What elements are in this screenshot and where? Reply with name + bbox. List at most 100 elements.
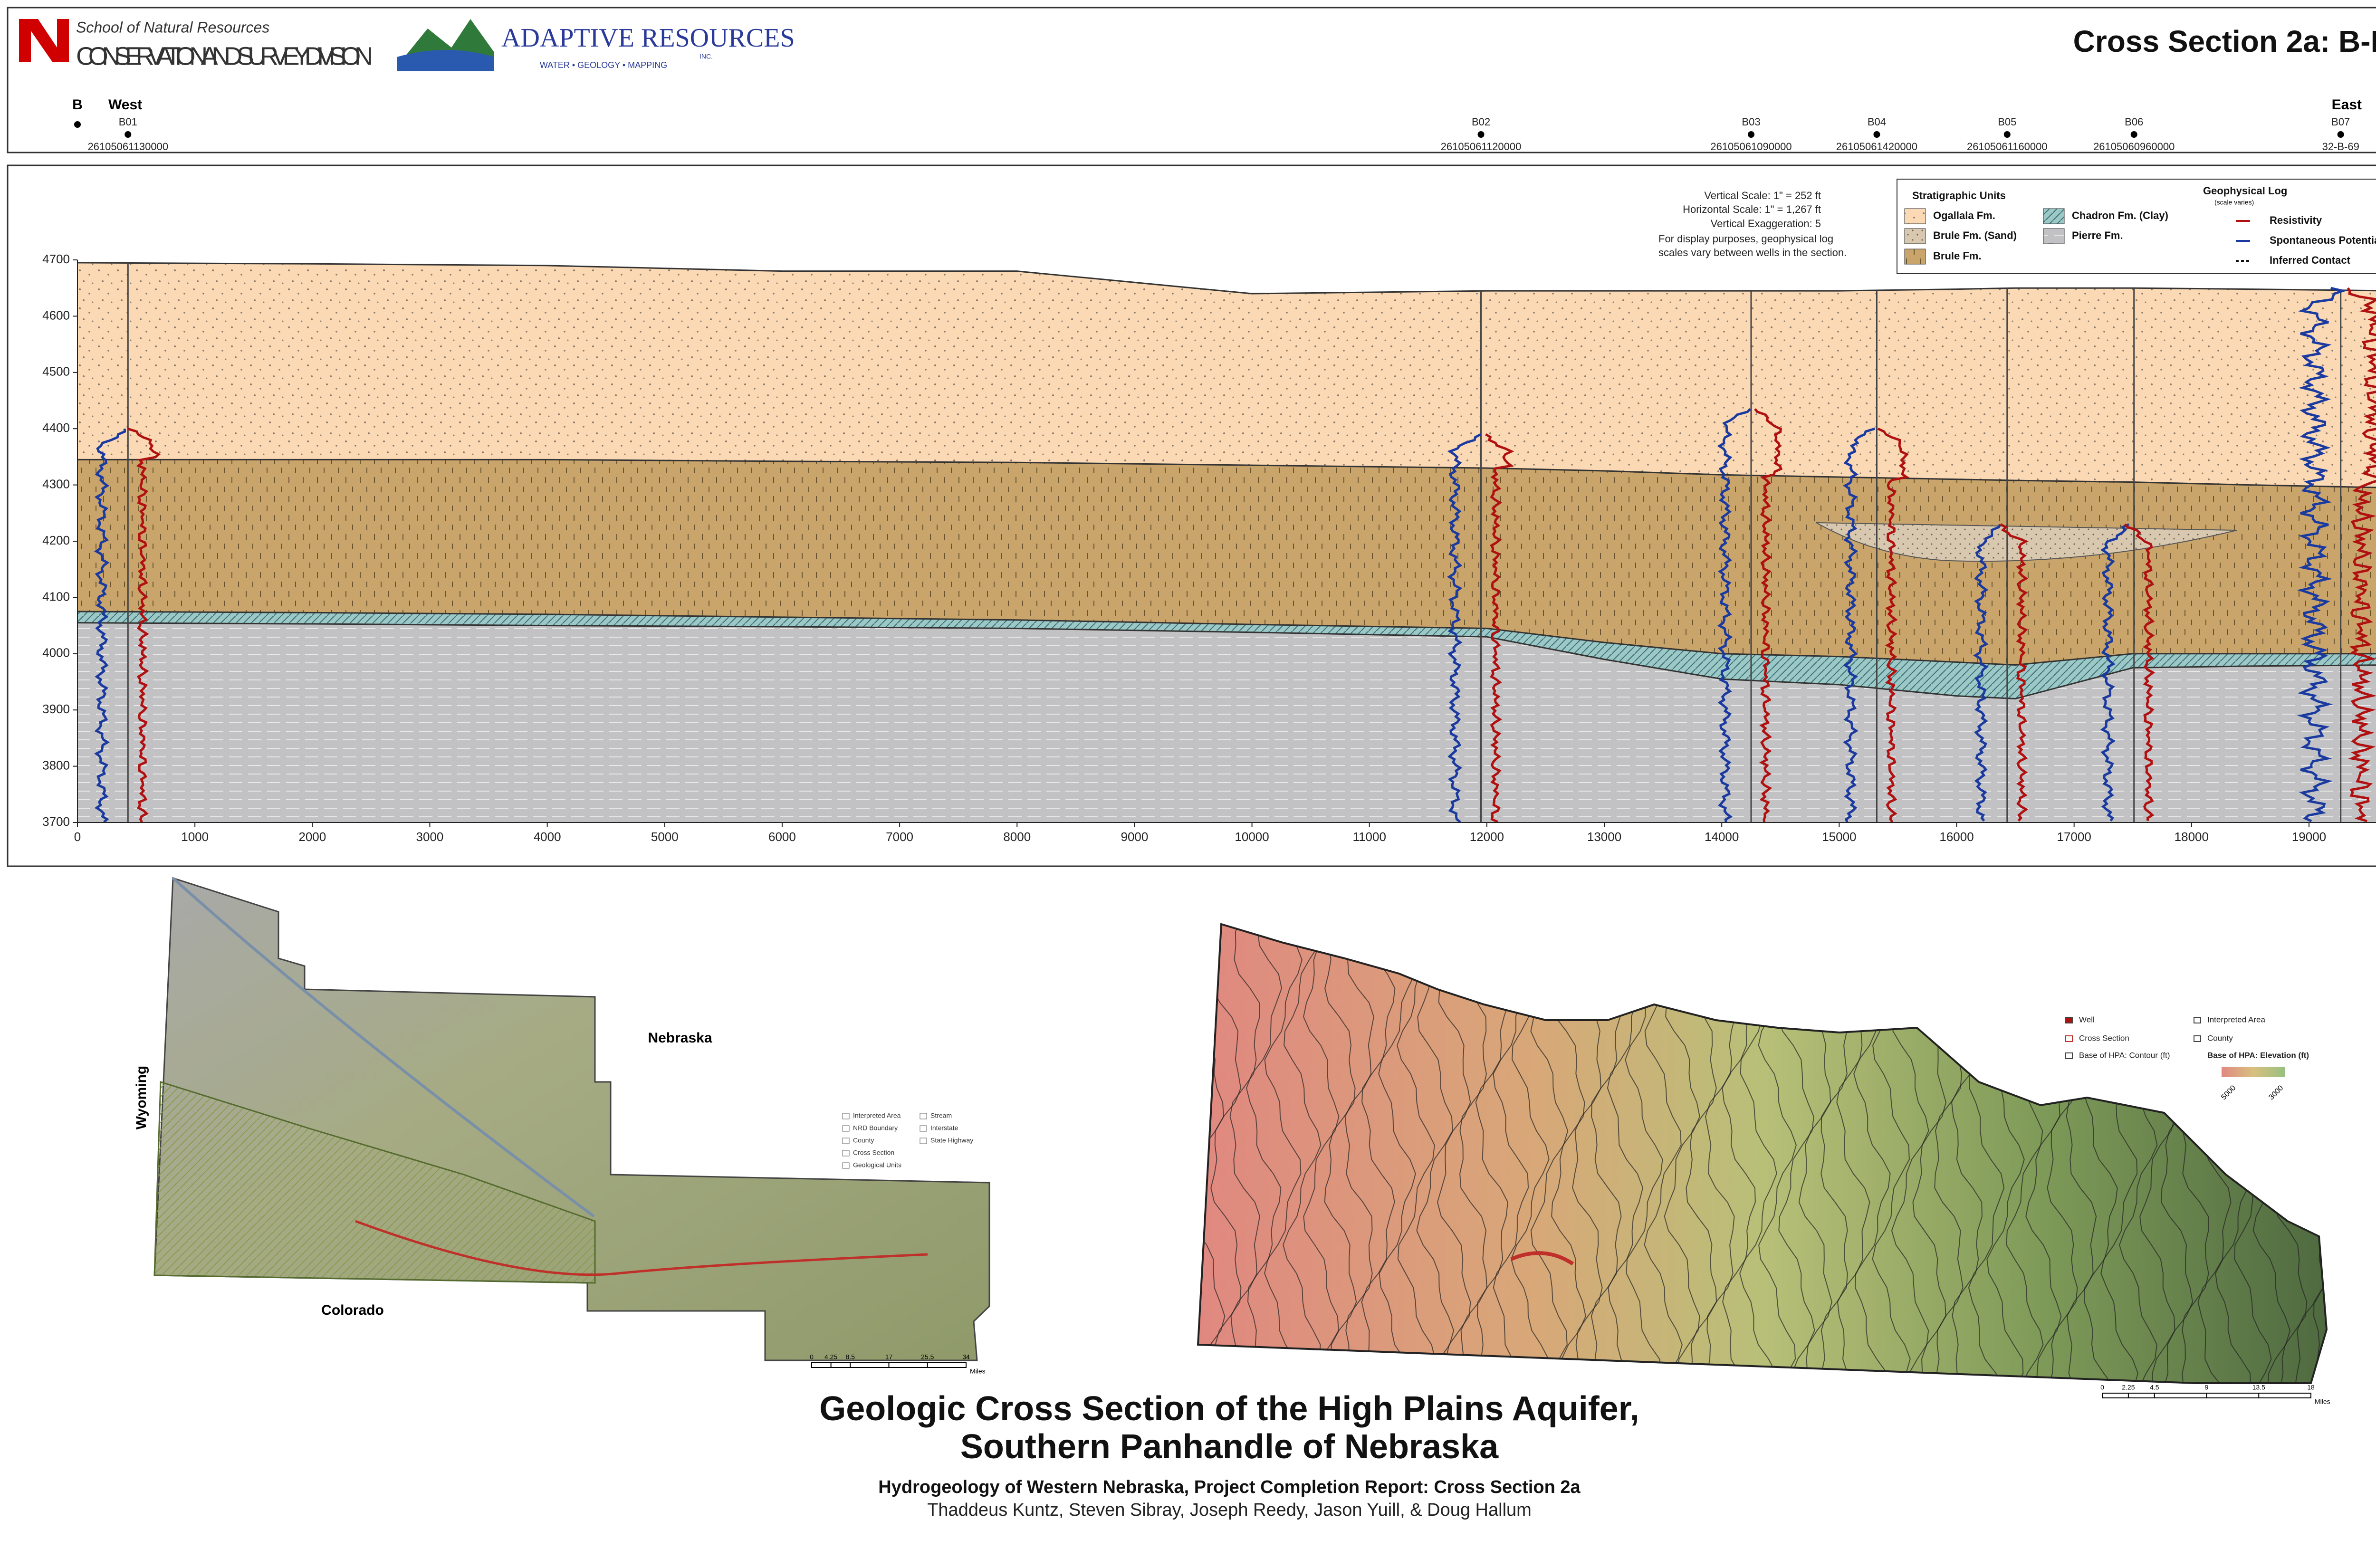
contour	[1229, 924, 1261, 1383]
west-label: West	[108, 97, 142, 113]
scale-unit: Miles	[970, 1367, 986, 1375]
scale-label: 25.5	[921, 1353, 934, 1361]
well-name: B07	[2331, 116, 2350, 128]
well-marker	[2003, 131, 2011, 138]
x-tick-label: 8000	[1003, 830, 1031, 844]
sp-log	[2100, 523, 2129, 822]
well-marker	[1873, 131, 1880, 138]
scale-label: 17	[885, 1353, 893, 1361]
authors: Thaddeus Kuntz, Steven Sibray, Joseph Re…	[927, 1500, 1532, 1520]
x-tick-label: 4000	[534, 830, 561, 844]
legend-label: Cross Section	[853, 1149, 894, 1157]
legend-swatch	[2194, 1035, 2201, 1042]
title-line: Southern Panhandle of Nebraska	[960, 1428, 1499, 1466]
legend-swatch	[1904, 208, 1926, 224]
division: CONSERVATION AND SURVEY DIVISION	[76, 42, 373, 70]
scale-note: For display purposes, geophysical log	[1658, 233, 1833, 245]
x-tick-label: 17000	[2057, 830, 2091, 844]
legend-label: Interpreted Area	[2207, 1015, 2265, 1024]
scale-note: Horizontal Scale: 1" = 1,267 ft	[1683, 203, 1821, 215]
legend-label: Chadron Fm. (Clay)	[2072, 210, 2168, 221]
y-tick-label: 4200	[42, 533, 70, 547]
header-frame	[7, 7, 2376, 153]
legend-label: Interstate	[930, 1124, 958, 1132]
legend-title: Geophysical Log	[2203, 185, 2287, 197]
legend-swatch	[920, 1113, 927, 1119]
well-marker	[2130, 131, 2137, 138]
scale-label: 0	[2100, 1384, 2104, 1391]
legend-note: (scale varies)	[2214, 199, 2254, 206]
x-tick-label: 9000	[1121, 830, 1148, 844]
y-tick-label: 3700	[42, 814, 70, 829]
legend-swatch	[2065, 1052, 2073, 1059]
well-id: 26105060960000	[2093, 141, 2175, 153]
y-tick-label: 4400	[42, 421, 70, 435]
y-tick-label: 4500	[42, 364, 70, 379]
legend-frame	[1897, 179, 2376, 274]
brule-layer	[77, 459, 2376, 665]
y-tick-label: 4100	[42, 589, 70, 603]
scale-label: 4.5	[2150, 1384, 2159, 1391]
east-label: East	[2332, 97, 2362, 113]
well-marker	[1747, 131, 1754, 138]
end-dot	[74, 121, 81, 128]
partner: ADAPTIVE RESOURCES	[501, 23, 795, 53]
y-tick-label: 4000	[42, 646, 70, 660]
contour	[1378, 924, 1416, 1383]
resistivity-log	[2124, 523, 2156, 821]
contour	[1246, 924, 1283, 1383]
sp-log	[94, 429, 126, 823]
x-tick-label: 13000	[1587, 830, 1621, 844]
well-marker	[2337, 131, 2344, 138]
x-tick-label: 14000	[1705, 830, 1739, 844]
well-name: B01	[119, 116, 137, 128]
x-tick-label: 3000	[416, 830, 444, 844]
scale-label: 4.25	[824, 1353, 837, 1361]
well-name: B04	[1868, 116, 1886, 128]
x-tick-label: 5000	[651, 830, 679, 844]
x-tick-label: 7000	[886, 830, 913, 844]
state-label: Wyoming	[134, 1066, 149, 1129]
legend-swatch	[2043, 208, 2065, 224]
contour	[1344, 924, 1374, 1383]
scale-label: 13.5	[2252, 1384, 2265, 1391]
x-tick-label: 18000	[2175, 830, 2209, 844]
legend-label: Pierre Fm.	[2072, 229, 2123, 241]
legend-label: Geological Units	[853, 1161, 901, 1169]
interpreted-area	[153, 1080, 596, 1284]
base-map	[1197, 923, 2328, 1384]
y-tick-label: 4600	[42, 308, 70, 322]
legend-label: Inferred Contact	[2270, 254, 2351, 266]
state-label: Colorado	[321, 1302, 384, 1318]
scale-note: scales vary between wells in the section…	[1658, 247, 1847, 258]
legend-label: Base of HPA: Elevation (ft)	[2207, 1051, 2309, 1060]
well-id: 26105061420000	[1836, 141, 1917, 153]
cross-section-line	[1510, 1251, 1574, 1266]
legend-swatch	[920, 1125, 927, 1132]
school: School of Natural Resources	[76, 19, 269, 36]
legend-swatch	[842, 1125, 850, 1132]
contact-line	[77, 262, 2376, 295]
resistivity-log	[1877, 427, 1910, 823]
well-id: 26105061130000	[87, 141, 168, 153]
sp-log	[1843, 427, 1876, 823]
cross-section-line	[355, 1220, 928, 1276]
sp-log	[1447, 433, 1482, 823]
contour	[1283, 924, 1322, 1383]
resistivity-log	[2000, 523, 2029, 822]
legend-label: State Highway	[930, 1137, 973, 1144]
well-id: 26105061160000	[1967, 141, 2048, 153]
partner-logo-water	[397, 50, 494, 71]
state-label: Nebraska	[648, 1030, 712, 1046]
contact-line	[77, 459, 2376, 488]
contour	[1303, 924, 1340, 1383]
partner-suffix: INC.	[699, 53, 713, 60]
legend-label: Cross Section	[2079, 1033, 2129, 1042]
legend-swatch	[2065, 1035, 2073, 1042]
legend-swatch	[842, 1150, 850, 1157]
legend-swatch	[842, 1162, 850, 1169]
title-line: Geologic Cross Section of the High Plain…	[819, 1390, 1639, 1428]
contour	[1397, 924, 1436, 1383]
scale-label: 18	[2307, 1384, 2315, 1391]
